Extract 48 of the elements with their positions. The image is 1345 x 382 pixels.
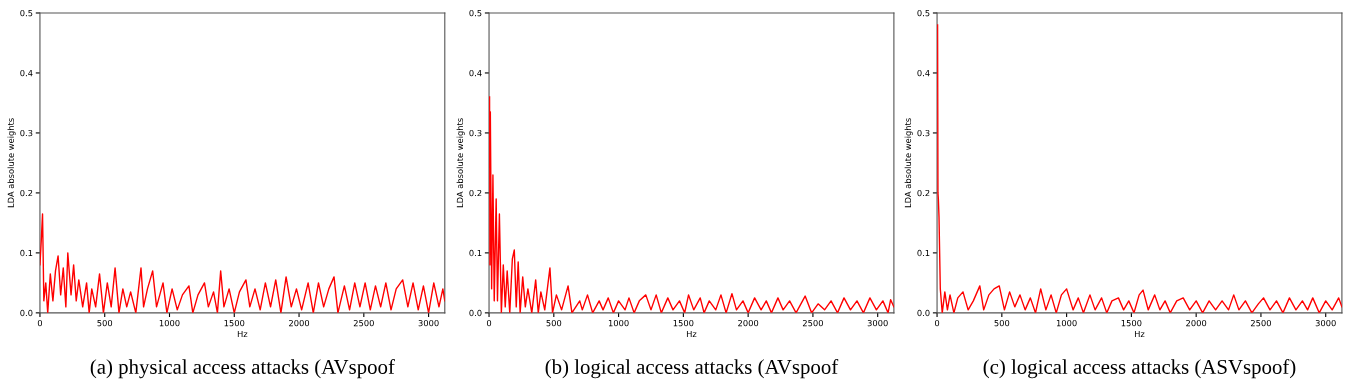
y-tick-label: 0.1 [20,249,33,257]
x-tick-label: 1000 [159,319,180,327]
x-tick-label: 2000 [289,319,310,327]
text: (b) logical access attacks (AVspoof [545,359,839,379]
y-tick-label: 0.3 [20,129,33,137]
y-tick-label: 0.4 [917,69,930,77]
text: (c) logical access attacks (ASVspoof) [983,359,1296,379]
x-tick-label: 1500 [1121,319,1142,327]
x-axis-title: Hz [1134,330,1145,337]
x-tick-label: 2000 [738,319,759,327]
y-tick-label: 0.2 [20,189,33,197]
y-tick-label: 0.4 [469,69,482,77]
x-tick-label: 3000 [1315,319,1336,327]
x-tick-label: 1000 [1056,319,1077,327]
y-tick-label: 0.5 [469,9,482,17]
x-tick-label: 2500 [353,319,374,327]
y-axis-title: LDA absolute weights [7,118,16,208]
x-tick-label: 0 [934,319,940,327]
y-tick-label: 0.0 [469,309,482,317]
y-tick-label: 0.0 [20,309,33,317]
y-tick-label: 0.0 [917,309,930,317]
y-tick-label: 0.1 [917,249,930,257]
y-tick-label: 0.3 [917,129,930,137]
x-tick-label: 500 [994,319,1010,327]
y-tick-label: 0.4 [20,69,33,77]
y-tick-label: 0.3 [469,129,482,137]
x-tick-label: 1500 [673,319,694,327]
x-tick-label: 3000 [418,319,439,327]
x-tick-label: 0 [37,319,43,327]
x-tick-label: 500 [97,319,113,327]
y-tick-label: 0.5 [20,9,33,17]
x-tick-label: 2500 [1250,319,1271,327]
y-axis-title: LDA absolute weights [904,118,913,208]
x-tick-label: 1500 [224,319,245,327]
x-tick-label: 500 [546,319,562,327]
y-tick-label: 0.1 [469,249,482,257]
x-tick-label: 3000 [867,319,888,327]
x-axis-title: Hz [686,330,697,337]
x-tick-label: 2000 [1186,319,1207,327]
x-tick-label: 1000 [608,319,629,327]
x-tick-label: 2500 [802,319,823,327]
x-tick-label: 0 [486,319,492,327]
x-axis-title: Hz [237,330,248,337]
y-tick-label: 0.5 [917,9,930,17]
y-tick-label: 0.2 [917,189,930,197]
text: (a) physical access attacks (AVspoof [90,359,395,379]
y-axis-title: LDA absolute weights [456,118,465,208]
y-tick-label: 0.2 [469,189,482,197]
